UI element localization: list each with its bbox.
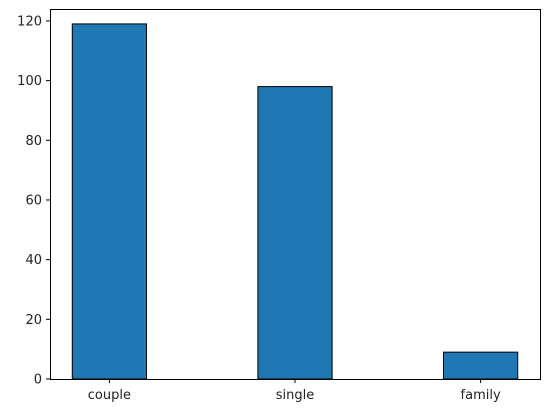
y-tick-label: 100 [17, 74, 42, 89]
bars-layer [71, 23, 519, 380]
y-tick-label: 80 [25, 134, 42, 149]
x-tick-label: couple [88, 388, 131, 403]
bar-family [442, 351, 519, 380]
y-tick-label: 120 [17, 14, 42, 29]
y-axis: 0 20 40 60 80 100 120 [17, 14, 50, 388]
y-tick-label: 20 [25, 313, 42, 328]
x-tick-label: single [276, 388, 315, 403]
y-tick-label: 40 [25, 253, 42, 268]
x-tick-label: family [461, 388, 501, 403]
bar-single [257, 86, 333, 380]
y-tick-label: 0 [34, 373, 42, 388]
x-axis: couple single family [88, 379, 501, 403]
y-tick-label: 60 [25, 193, 42, 208]
bar-couple [71, 23, 148, 380]
plot-frame [50, 9, 541, 380]
